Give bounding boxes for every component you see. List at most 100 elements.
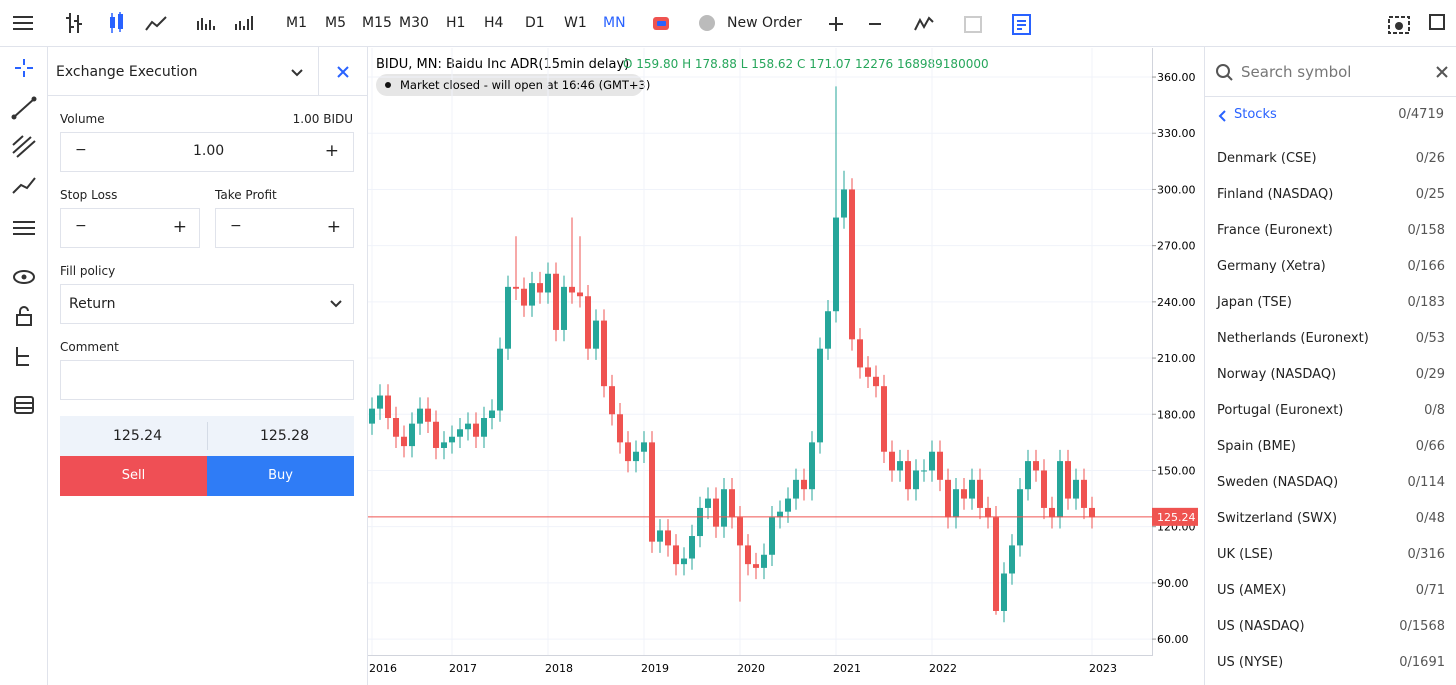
symbol-group[interactable]: US (NASDAQ) 0/1568 xyxy=(1217,619,1445,634)
new-order-button[interactable]: New Order xyxy=(727,15,802,31)
candle-body xyxy=(465,423,471,430)
x-tick-label: 2019 xyxy=(641,662,669,675)
candle-body xyxy=(849,189,855,340)
y-tick-label: 210.00 xyxy=(1157,352,1196,365)
candle-body xyxy=(841,189,847,218)
symbols-panel: Search symbol Stocks 0/4719 Denmark (CSE… xyxy=(1204,47,1456,685)
x-tick-label: 2021 xyxy=(833,662,861,675)
group-count: 0/316 xyxy=(1407,547,1445,562)
candle-body xyxy=(481,418,487,437)
drawing-tools[interactable] xyxy=(0,47,48,427)
group-label: Finland (NASDAQ) xyxy=(1217,187,1334,202)
fill-policy-select[interactable]: Return xyxy=(60,284,354,324)
group-count: 0/48 xyxy=(1415,511,1445,526)
candle-body xyxy=(497,348,503,411)
menu-icon[interactable] xyxy=(12,14,34,32)
candle-body xyxy=(961,489,967,499)
candle-body xyxy=(585,296,591,349)
symbol-group[interactable]: UK (LSE) 0/316 xyxy=(1217,547,1445,562)
symbol-group[interactable]: Sweden (NASDAQ) 0/114 xyxy=(1217,475,1445,490)
chart-type-icons[interactable] xyxy=(62,10,272,36)
candle-body xyxy=(593,320,599,349)
candle-body xyxy=(785,498,791,512)
symbol-group[interactable]: Norway (NASDAQ) 0/29 xyxy=(1217,367,1445,382)
timeframe-active[interactable]: MN xyxy=(603,15,626,31)
timeframe[interactable]: D1 xyxy=(525,15,545,31)
timeframe[interactable]: M5 xyxy=(325,15,346,31)
candle-body xyxy=(737,517,743,546)
candle-body xyxy=(697,507,703,537)
timeframe[interactable]: H4 xyxy=(484,15,504,31)
bid-price: 125.24 xyxy=(113,428,162,444)
candle-body xyxy=(633,451,639,462)
symbol-group[interactable]: Germany (Xetra) 0/166 xyxy=(1217,259,1445,274)
timeframe[interactable]: M15 xyxy=(362,15,392,31)
symbol-group[interactable]: Portugal (Euronext) 0/8 xyxy=(1217,403,1445,418)
group-label: Norway (NASDAQ) xyxy=(1217,367,1337,382)
candle-body xyxy=(729,489,735,518)
comment-input[interactable] xyxy=(60,360,354,400)
symbol-group[interactable]: Japan (TSE) 0/183 xyxy=(1217,295,1445,310)
candle-body xyxy=(537,283,543,293)
buy-button[interactable]: Buy xyxy=(207,456,354,496)
symbol-group[interactable]: Finland (NASDAQ) 0/25 xyxy=(1217,187,1445,202)
symbol-group[interactable]: US (AMEX) 0/71 xyxy=(1217,583,1445,598)
close-search[interactable] xyxy=(1435,65,1449,79)
symbol-group[interactable]: Spain (BME) 0/66 xyxy=(1217,439,1445,454)
candle-body xyxy=(801,479,807,490)
candle-body xyxy=(969,479,975,499)
group-label: US (NASDAQ) xyxy=(1217,619,1305,634)
candle-body xyxy=(529,283,535,306)
timeframe[interactable]: M1 xyxy=(286,15,307,31)
symbol-group[interactable]: France (Euronext) 0/158 xyxy=(1217,223,1445,238)
group-count: 0/53 xyxy=(1415,331,1445,346)
candle-body xyxy=(929,451,935,471)
y-tick-label: 90.00 xyxy=(1157,577,1189,590)
panel-controls[interactable] xyxy=(288,65,368,81)
candle-body xyxy=(777,511,783,518)
candle-body xyxy=(449,436,455,443)
group-label: France (Euronext) xyxy=(1217,223,1333,238)
ask-price: 125.28 xyxy=(260,428,309,444)
candle-body xyxy=(385,395,391,419)
price-label: 125.24 xyxy=(1157,511,1196,524)
candle-body xyxy=(881,386,887,452)
candle-body xyxy=(409,423,415,447)
x-tick-label: 2017 xyxy=(449,662,477,675)
drawing-toolbar xyxy=(0,47,48,685)
group-count: 0/1691 xyxy=(1399,655,1445,670)
candle-body xyxy=(1033,461,1039,471)
symbol-group[interactable]: Switzerland (SWX) 0/48 xyxy=(1217,511,1445,526)
candle-body xyxy=(761,554,767,568)
candle-body xyxy=(577,292,583,297)
search-input[interactable]: Search symbol xyxy=(1241,63,1352,81)
fill-policy-label: Fill policy xyxy=(60,264,116,278)
symbol-group[interactable]: Netherlands (Euronext) 0/53 xyxy=(1217,331,1445,346)
y-tick-label: 180.00 xyxy=(1157,408,1196,421)
timeframe[interactable]: H1 xyxy=(446,15,466,31)
candle-body xyxy=(977,479,983,508)
sell-button[interactable]: Sell xyxy=(60,456,207,496)
candle-body xyxy=(993,517,999,611)
group-name[interactable]: Stocks xyxy=(1234,107,1277,122)
candle-body xyxy=(897,461,903,471)
x-tick-label: 2018 xyxy=(545,662,573,675)
timeframe[interactable]: M30 xyxy=(399,15,429,31)
candle-body xyxy=(1081,479,1087,508)
tool-icons[interactable] xyxy=(825,12,1035,36)
group-label: Spain (BME) xyxy=(1217,439,1296,454)
candle-body xyxy=(833,217,839,312)
symbol-group[interactable]: Denmark (CSE) 0/26 xyxy=(1217,151,1445,166)
screenshot-icons[interactable] xyxy=(1386,12,1446,36)
y-tick-label: 150.00 xyxy=(1157,464,1196,477)
group-count: 0/158 xyxy=(1407,223,1445,238)
group-count: 0/25 xyxy=(1415,187,1445,202)
take-profit-input[interactable]: − + xyxy=(215,208,354,248)
candle-body xyxy=(617,414,623,443)
symbol-group[interactable]: US (NYSE) 0/1691 xyxy=(1217,655,1445,670)
volume-input[interactable]: −1.00 + xyxy=(60,132,354,172)
stop-loss-input[interactable]: − + xyxy=(60,208,200,248)
candle-body xyxy=(473,423,479,437)
candle-body xyxy=(393,418,399,437)
timeframe[interactable]: W1 xyxy=(564,15,587,31)
